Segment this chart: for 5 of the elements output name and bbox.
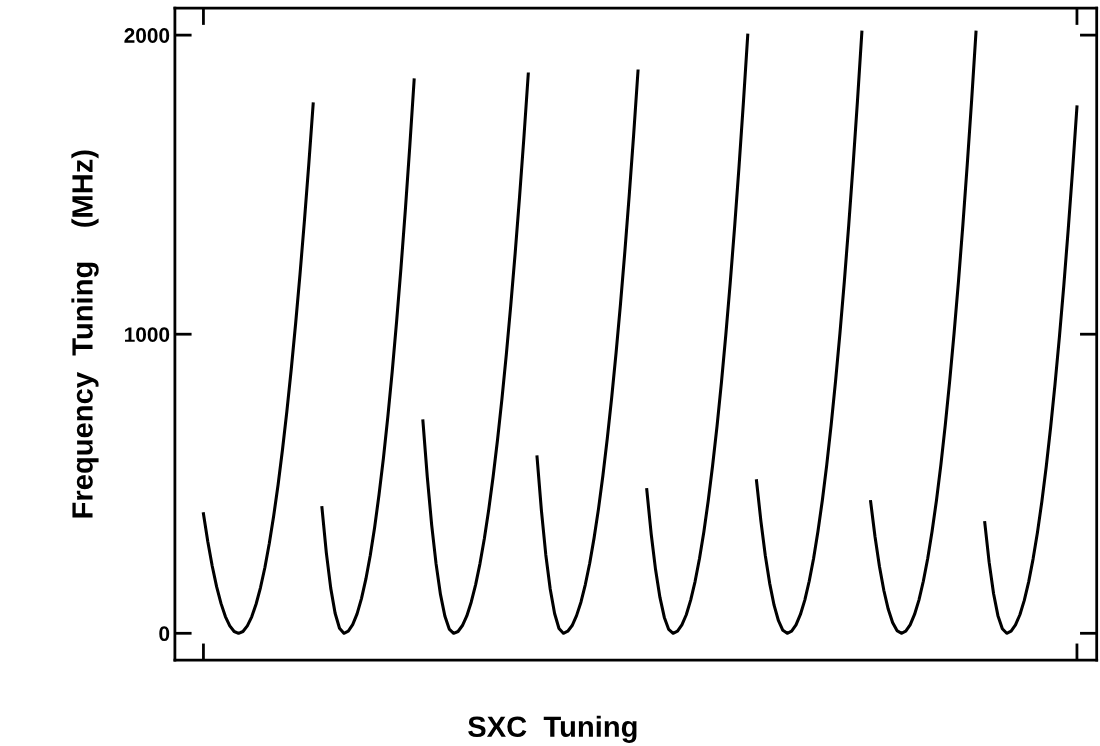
y-tick-label: 1000 — [125, 327, 170, 342]
x-axis-title: SXC Tuning — [468, 715, 637, 743]
y-tick-label: 2000 — [124, 28, 170, 43]
y-axis-title: Frequency Tuning (MHz) — [71, 150, 99, 518]
y-tick-label: 0 — [159, 626, 170, 642]
